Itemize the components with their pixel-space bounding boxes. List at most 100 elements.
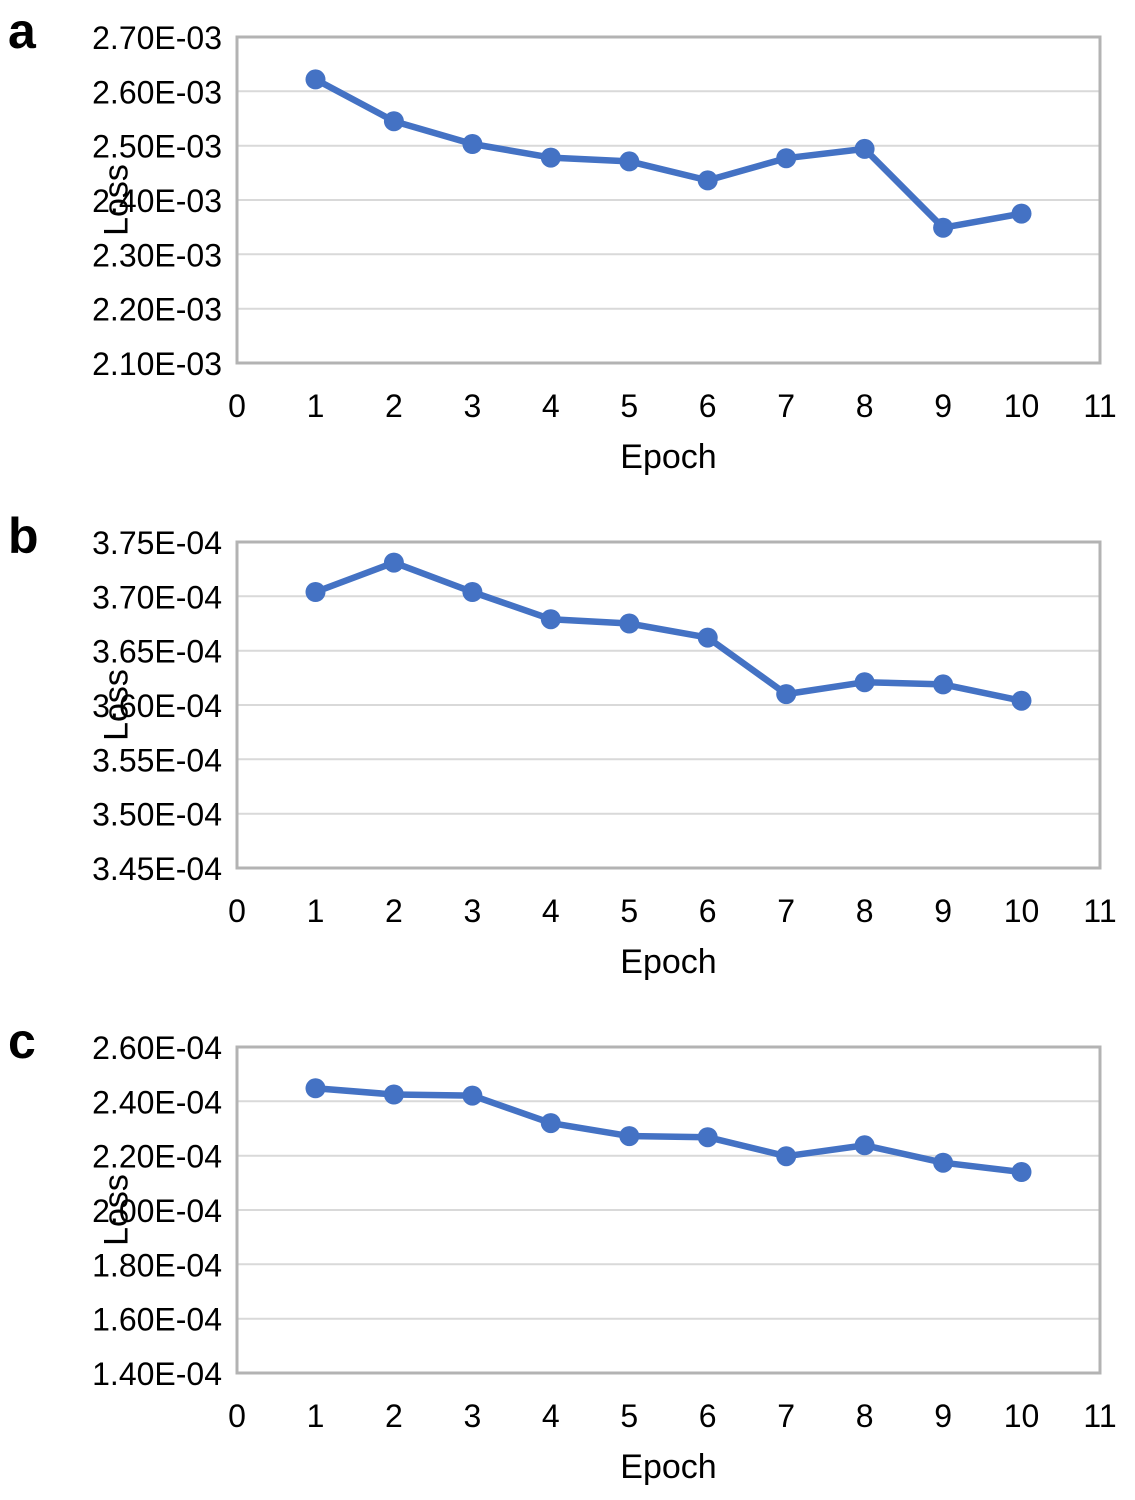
x-tick-label: 2 <box>385 893 403 929</box>
x-tick-label: 10 <box>1004 388 1040 424</box>
data-point-marker <box>462 134 483 154</box>
data-point-marker <box>933 674 954 695</box>
x-tick-label: 1 <box>307 893 325 929</box>
x-tick-label: 9 <box>934 388 952 424</box>
y-tick-label: 3.60E-04 <box>92 688 222 724</box>
x-tick-label: 1 <box>307 388 325 424</box>
x-tick-label: 6 <box>699 1398 717 1434</box>
x-axis-title: Epoch <box>620 1448 717 1486</box>
x-axis-title: Epoch <box>620 943 717 981</box>
data-point-marker <box>1011 203 1032 224</box>
x-tick-label: 4 <box>542 893 560 929</box>
y-tick-label: 3.55E-04 <box>92 742 222 778</box>
data-point-marker <box>1011 1162 1032 1182</box>
x-tick-label: 11 <box>1083 388 1116 424</box>
loss-chart-panel-a: a Loss 2.70E-03 2.60E-03 2.50E-03 2.40E-03 2… <box>0 0 1135 490</box>
loss-series-line <box>312 76 1025 231</box>
x-tick-label: 7 <box>777 1398 795 1434</box>
x-tick-label: 5 <box>620 1398 638 1434</box>
y-tick-label: 1.40E-04 <box>92 1356 222 1392</box>
data-point-marker <box>776 1146 797 1167</box>
data-point-marker <box>540 147 561 168</box>
panel-label: a <box>8 3 36 59</box>
x-tick-label: 5 <box>620 893 638 929</box>
data-point-marker <box>854 672 875 693</box>
x-tick-label: 8 <box>856 388 874 424</box>
y-tick-label: 2.00E-04 <box>92 1193 222 1229</box>
data-point-marker <box>383 111 404 132</box>
y-tick-label: 3.75E-04 <box>92 525 222 561</box>
data-point-marker <box>854 1135 875 1156</box>
x-tick-label: 9 <box>934 893 952 929</box>
data-point-marker <box>540 609 561 630</box>
x-tick-label: 0 <box>228 1398 246 1434</box>
data-point-marker <box>462 582 483 602</box>
data-point-marker <box>540 1113 561 1134</box>
y-tick-label: 2.60E-04 <box>92 1030 222 1066</box>
x-tick-label: 2 <box>385 1398 403 1434</box>
x-tick-label: 1 <box>307 1398 325 1434</box>
loss-chart-panel-b: b Loss 3.75E-04 3.70E-04 3.65E-04 3.60E-04 3… <box>0 505 1135 995</box>
y-tick-label: 2.10E-03 <box>92 346 222 382</box>
x-tick-label: 3 <box>464 388 482 424</box>
y-tick-label: 1.80E-04 <box>92 1247 222 1283</box>
x-tick-label: 7 <box>777 388 795 424</box>
data-point-marker <box>697 627 718 648</box>
data-point-marker <box>619 151 640 172</box>
y-tick-label: 3.70E-04 <box>92 579 222 615</box>
panel-label: c <box>8 1013 36 1069</box>
loss-chart-panel-c: c Loss 2.60E-04 2.40E-04 2.20E-04 2.00E-04 1… <box>0 1010 1135 1500</box>
x-tick-label: 8 <box>856 1398 874 1434</box>
data-point-marker <box>933 1152 954 1173</box>
data-point-marker <box>383 552 404 573</box>
plot-border <box>235 1045 1102 1375</box>
data-point-marker <box>619 613 640 634</box>
data-point-marker <box>697 170 718 191</box>
data-point-marker <box>305 1078 326 1099</box>
x-tick-label: 3 <box>464 893 482 929</box>
x-tick-label: 8 <box>856 893 874 929</box>
y-tick-label: 2.50E-03 <box>92 129 222 165</box>
loss-chart-a-plot: 2.70E-03 2.60E-03 2.50E-03 2.40E-03 2.30E-03… <box>92 20 1116 424</box>
x-tick-label: 0 <box>228 893 246 929</box>
x-tick-label: 3 <box>464 1398 482 1434</box>
panel-label: b <box>8 508 39 564</box>
x-tick-label: 10 <box>1004 1398 1040 1434</box>
y-tick-label: 1.60E-04 <box>92 1302 222 1338</box>
data-point-marker <box>1011 690 1032 711</box>
x-tick-label: 2 <box>385 388 403 424</box>
data-point-marker <box>462 1085 483 1106</box>
x-tick-label: 4 <box>542 388 560 424</box>
x-axis-title: Epoch <box>620 438 717 476</box>
data-point-marker <box>305 69 326 90</box>
x-tick-label: 6 <box>699 388 717 424</box>
x-tick-label: 0 <box>228 388 246 424</box>
y-tick-label: 3.45E-04 <box>92 851 222 887</box>
loss-series-line <box>312 559 1025 704</box>
y-tick-label: 2.30E-03 <box>92 237 222 273</box>
y-tick-label: 2.60E-03 <box>92 74 222 110</box>
loss-chart-b-plot: 3.75E-04 3.70E-04 3.65E-04 3.60E-04 3.55E-04… <box>92 525 1116 929</box>
data-point-marker <box>933 217 954 238</box>
y-tick-label: 2.40E-04 <box>92 1084 222 1120</box>
y-tick-label: 2.20E-03 <box>92 292 222 328</box>
y-tick-label: 2.40E-03 <box>92 183 222 219</box>
y-tick-label: 2.20E-04 <box>92 1139 222 1175</box>
data-point-marker <box>776 148 797 169</box>
loss-series-line <box>312 1085 1025 1176</box>
data-point-marker <box>776 684 797 705</box>
y-tick-label: 3.50E-04 <box>92 797 222 833</box>
plot-border <box>235 540 1102 870</box>
x-tick-label: 6 <box>699 893 717 929</box>
x-tick-label: 7 <box>777 893 795 929</box>
loss-chart-c-plot: 2.60E-04 2.40E-04 2.20E-04 2.00E-04 1.80E-04… <box>92 1030 1116 1434</box>
x-tick-label: 11 <box>1083 893 1116 929</box>
plot-border <box>235 35 1102 365</box>
y-tick-label: 2.70E-03 <box>92 20 222 56</box>
x-tick-label: 11 <box>1083 1398 1116 1434</box>
data-point-marker <box>383 1084 404 1105</box>
x-tick-label: 4 <box>542 1398 560 1434</box>
x-tick-label: 9 <box>934 1398 952 1434</box>
x-tick-label: 10 <box>1004 893 1040 929</box>
data-point-marker <box>619 1126 640 1147</box>
